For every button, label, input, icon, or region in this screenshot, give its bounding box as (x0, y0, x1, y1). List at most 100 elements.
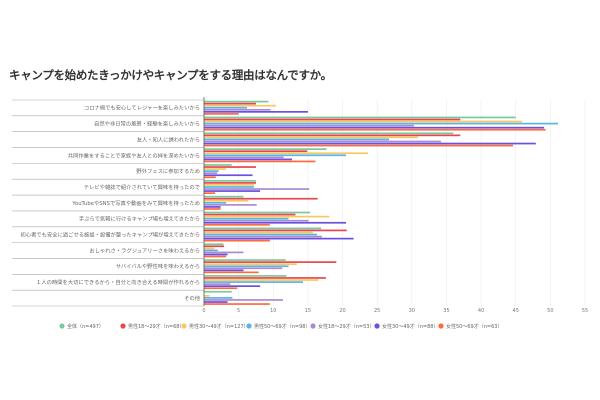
bar-3-1 (204, 104, 277, 107)
bar-6-11 (204, 269, 244, 272)
bar-3-8 (204, 215, 330, 218)
bar-4-11 (204, 265, 289, 268)
bar-5-13 (204, 299, 283, 301)
bar-7-11 (204, 271, 259, 274)
bar-6-3 (204, 142, 536, 145)
bar-4-3 (204, 138, 389, 141)
bar-7-9 (204, 239, 270, 242)
legend-label: 女性50〜69才（n=63） (446, 323, 502, 330)
x-tick-label: 45 (513, 308, 519, 314)
x-tick-label: 10 (270, 308, 276, 314)
bar-5-8 (204, 219, 309, 222)
chart-title: キャンプを始めたきっかけやキャンプをする理由はなんですか。 (9, 68, 332, 82)
legend-marker (181, 323, 187, 329)
bar-7-3 (204, 144, 513, 147)
bar-1-13 (204, 290, 232, 293)
bar-5-5 (204, 172, 218, 175)
bar-4-12 (204, 281, 304, 283)
bar-5-11 (204, 267, 283, 270)
bar-1-6 (204, 179, 256, 182)
bar-5-6 (204, 188, 310, 190)
bar-2-10 (204, 245, 225, 248)
category-label: テレビや雑誌で紹介されていて興味を持ったので (84, 183, 200, 191)
bar-1-3 (204, 132, 454, 135)
bar-4-2 (204, 122, 558, 125)
bar-7-13 (204, 303, 270, 305)
bar-1-9 (204, 227, 322, 230)
bar-7-6 (204, 192, 216, 194)
bar-1-12 (204, 275, 287, 277)
bar-1-1 (204, 100, 269, 103)
category-label: 自然や非日常の風景・経験を楽しみたいから (94, 120, 200, 128)
bar-6-4 (204, 158, 292, 161)
bar-3-5 (204, 168, 227, 170)
bar-4-7 (204, 201, 227, 204)
category-label: コロナ禍でも安心してレジャーを楽しみたいから (84, 104, 200, 112)
bar-1-7 (204, 195, 244, 198)
bar-1-8 (204, 211, 310, 214)
bar-2-12 (204, 277, 326, 279)
legend-label: 全体（n=497） (67, 323, 104, 330)
bar-3-13 (204, 295, 210, 297)
bar-3-6 (204, 184, 254, 186)
legend-marker (59, 323, 65, 329)
bar-4-1 (204, 106, 247, 109)
bar-3-7 (204, 199, 249, 202)
bar-6-5 (204, 174, 253, 177)
bar-5-3 (204, 140, 441, 143)
x-tick-label: 40 (478, 308, 484, 314)
bar-7-8 (204, 223, 270, 226)
legend-label: 男性50〜69才（n=98） (254, 323, 310, 330)
bar-2-3 (204, 134, 461, 137)
bar-4-9 (204, 233, 317, 236)
x-tick-label: 30 (409, 308, 415, 314)
bar-1-4 (204, 148, 327, 150)
category-label: 手ぶらで気軽に行けるキャンプ場も増えてきたから (79, 215, 200, 223)
bar-1-10 (204, 243, 224, 246)
bar-6-6 (204, 190, 261, 192)
category-label: サバイバルや野性味を味わえるから (116, 262, 200, 270)
bar-6-8 (204, 221, 347, 224)
bar-7-1 (204, 113, 239, 115)
bar-4-6 (204, 186, 254, 188)
legend-marker (246, 323, 252, 329)
category-label: おしゃれさ・ラグジュアリーさを味わえるから (89, 246, 200, 254)
bar-1-11 (204, 259, 286, 261)
bar-3-4 (204, 152, 369, 155)
bar-2-8 (204, 213, 296, 216)
bar-5-4 (204, 156, 284, 159)
x-tick-label: 20 (339, 308, 345, 314)
bar-4-5 (204, 170, 219, 172)
category-label: 共同作業をすることで家族や友人との絆を深めたいから (68, 151, 200, 159)
bar-2-9 (204, 229, 347, 232)
bar-1-5 (204, 164, 232, 166)
bar-4-4 (204, 154, 347, 157)
bar-6-1 (204, 110, 308, 113)
bar-2-4 (204, 150, 308, 153)
legend-marker (374, 323, 380, 329)
bar-4-13 (204, 297, 233, 299)
bar-5-7 (204, 204, 257, 206)
x-tick-label: 35 (443, 308, 449, 314)
bar-5-2 (204, 124, 414, 127)
x-tick-label: 55 (582, 308, 588, 314)
legend-marker (310, 323, 316, 329)
bar-7-12 (204, 287, 238, 290)
bar-7-2 (204, 128, 546, 131)
legend-label: 男性18〜29才（n=68） (128, 323, 184, 330)
bar-6-12 (204, 285, 261, 288)
category-label: その他 (184, 294, 201, 302)
x-tick-label: 25 (374, 308, 380, 314)
legend-marker (120, 323, 126, 329)
category-label: １人の時間を大切にできるから・自分と向き合える時間が作れるから (36, 278, 200, 286)
bar-5-1 (204, 108, 271, 111)
bar-7-7 (204, 208, 221, 210)
x-tick-label: 15 (305, 308, 311, 314)
bar-2-2 (204, 118, 461, 121)
x-tick-label: 50 (547, 308, 553, 314)
bar-2-5 (204, 166, 256, 168)
bar-6-7 (204, 206, 221, 208)
bar-5-10 (204, 251, 244, 254)
category-label: 野外フェスに参加するため (136, 167, 200, 175)
